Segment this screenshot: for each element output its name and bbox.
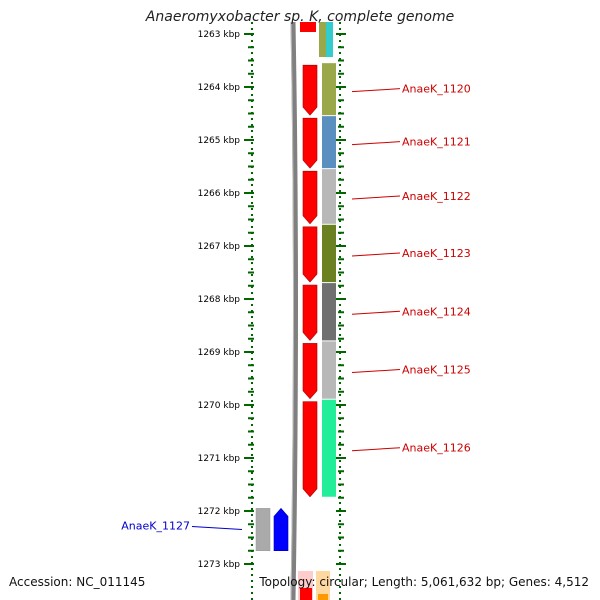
category-partial-bottom-core: [318, 594, 328, 600]
backbone-highlight: [290, 21, 294, 600]
gene-arrow: [302, 284, 318, 341]
dotted-guides: [251, 22, 341, 600]
tick-label: 1271 kbp: [198, 454, 241, 464]
gene-arrow: [302, 401, 318, 498]
category-partial-top-2: [326, 22, 333, 57]
gene-partial-bottom-core: [300, 588, 312, 600]
gene-arrow: [302, 226, 318, 283]
topology-text: Topology: circular; Length: 5,061,632 bp…: [259, 575, 589, 589]
category-partial-top: [319, 22, 326, 57]
label-leader: [351, 252, 401, 257]
gene-label: AnaeK_1125: [402, 364, 471, 377]
category-box: [322, 169, 336, 224]
category-box: [255, 508, 271, 552]
tick-label: 1264 kbp: [198, 83, 241, 93]
category-partial-bottom: [316, 571, 330, 600]
label-leader: [351, 195, 401, 200]
gene-tracks: [255, 22, 336, 600]
label-leader: [351, 310, 401, 315]
tick-label: 1265 kbp: [198, 136, 241, 146]
backbone-line: [290, 21, 298, 600]
gene-arrow-reverse: [273, 507, 289, 552]
gene-label: AnaeK_1127: [121, 520, 190, 533]
tick-label: 1267 kbp: [198, 242, 241, 252]
gene-arrow: [302, 64, 318, 116]
gene-label: AnaeK_1120: [402, 83, 471, 96]
tick-label: 1266 kbp: [198, 189, 241, 199]
tick-label: 1269 kbp: [198, 348, 241, 358]
genome-backbone: [290, 21, 298, 600]
gene-arrow: [302, 343, 318, 400]
category-box: [322, 283, 336, 341]
gene-label: AnaeK_1122: [402, 190, 471, 203]
label-leader: [351, 88, 401, 93]
category-box: [322, 341, 336, 399]
label-leader: [351, 447, 401, 452]
gene-arrow: [302, 117, 318, 169]
label-leader: [351, 369, 401, 374]
accession-text: Accession: NC_011145: [9, 575, 146, 589]
gene-labels: AnaeK_1120 AnaeK_1121 AnaeK_1122 AnaeK_1123…: [121, 83, 470, 533]
label-leader: [351, 141, 401, 146]
tick-label: 1268 kbp: [198, 295, 241, 305]
genome-title: Anaeromyxobacter sp. K, complete genome: [145, 9, 455, 25]
tick-label: 1270 kbp: [198, 401, 241, 411]
tick-label: 1272 kbp: [198, 507, 241, 517]
category-box: [322, 399, 336, 497]
gene-label: AnaeK_1121: [402, 136, 471, 149]
category-box: [322, 116, 336, 169]
category-box: [322, 63, 336, 116]
tick-label: 1263 kbp: [198, 30, 241, 40]
label-leader: [191, 526, 243, 531]
gene-label: AnaeK_1126: [402, 442, 471, 455]
gene-arrow: [302, 170, 318, 225]
tick-label: 1273 kbp: [198, 560, 241, 570]
category-box: [322, 224, 336, 283]
gene-label: AnaeK_1124: [402, 305, 471, 318]
gene-label: AnaeK_1123: [402, 247, 471, 260]
gene-partial-top: [300, 22, 316, 32]
